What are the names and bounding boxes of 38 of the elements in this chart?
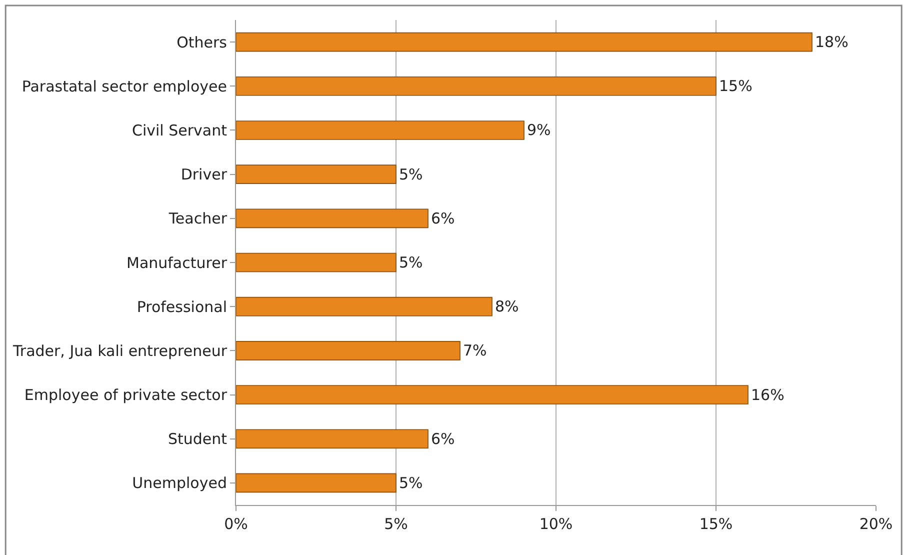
bar [236, 341, 460, 360]
data-label: 8% [495, 298, 519, 316]
data-label: 5% [399, 254, 423, 272]
bar [236, 385, 748, 404]
data-label: 5% [399, 474, 423, 492]
bar [236, 473, 396, 493]
y-tick-label: Teacher [168, 210, 228, 228]
x-tick-label: 20% [859, 515, 893, 533]
y-tick-label: Civil Servant [132, 121, 228, 140]
bar [236, 252, 396, 272]
y-tick-label: Manufacturer [126, 254, 228, 272]
data-label: 15% [719, 77, 752, 96]
y-tick-label: Unemployed [132, 474, 227, 492]
bar [236, 296, 492, 316]
x-tick-label: 5% [384, 515, 408, 533]
bar [236, 429, 428, 449]
x-tick-label: 10% [539, 515, 573, 533]
y-tick-label: Driver [180, 166, 228, 184]
y-tick-label: Trader, Jua kali entrepreneur [12, 342, 228, 360]
data-label: 7% [463, 342, 487, 360]
data-label: 9% [527, 121, 551, 140]
data-label: 5% [399, 165, 423, 184]
data-label: 6% [431, 430, 455, 448]
bar [236, 164, 396, 184]
x-tick-label: 15% [699, 515, 733, 533]
y-tick-label: Employee of private sector [24, 386, 228, 404]
y-tick-label: Parastatal sector employee [22, 77, 227, 96]
y-tick-label: Student [168, 430, 228, 448]
y-tick-label: Others [176, 33, 228, 52]
data-label: 18% [815, 33, 848, 52]
bar [236, 120, 524, 140]
bar [236, 32, 812, 52]
bar [236, 208, 428, 228]
data-label: 6% [431, 209, 455, 228]
x-tick-label: 0% [224, 515, 248, 533]
bar [236, 76, 716, 96]
data-label: 16% [751, 386, 784, 404]
y-tick-label: Professional [136, 298, 227, 316]
